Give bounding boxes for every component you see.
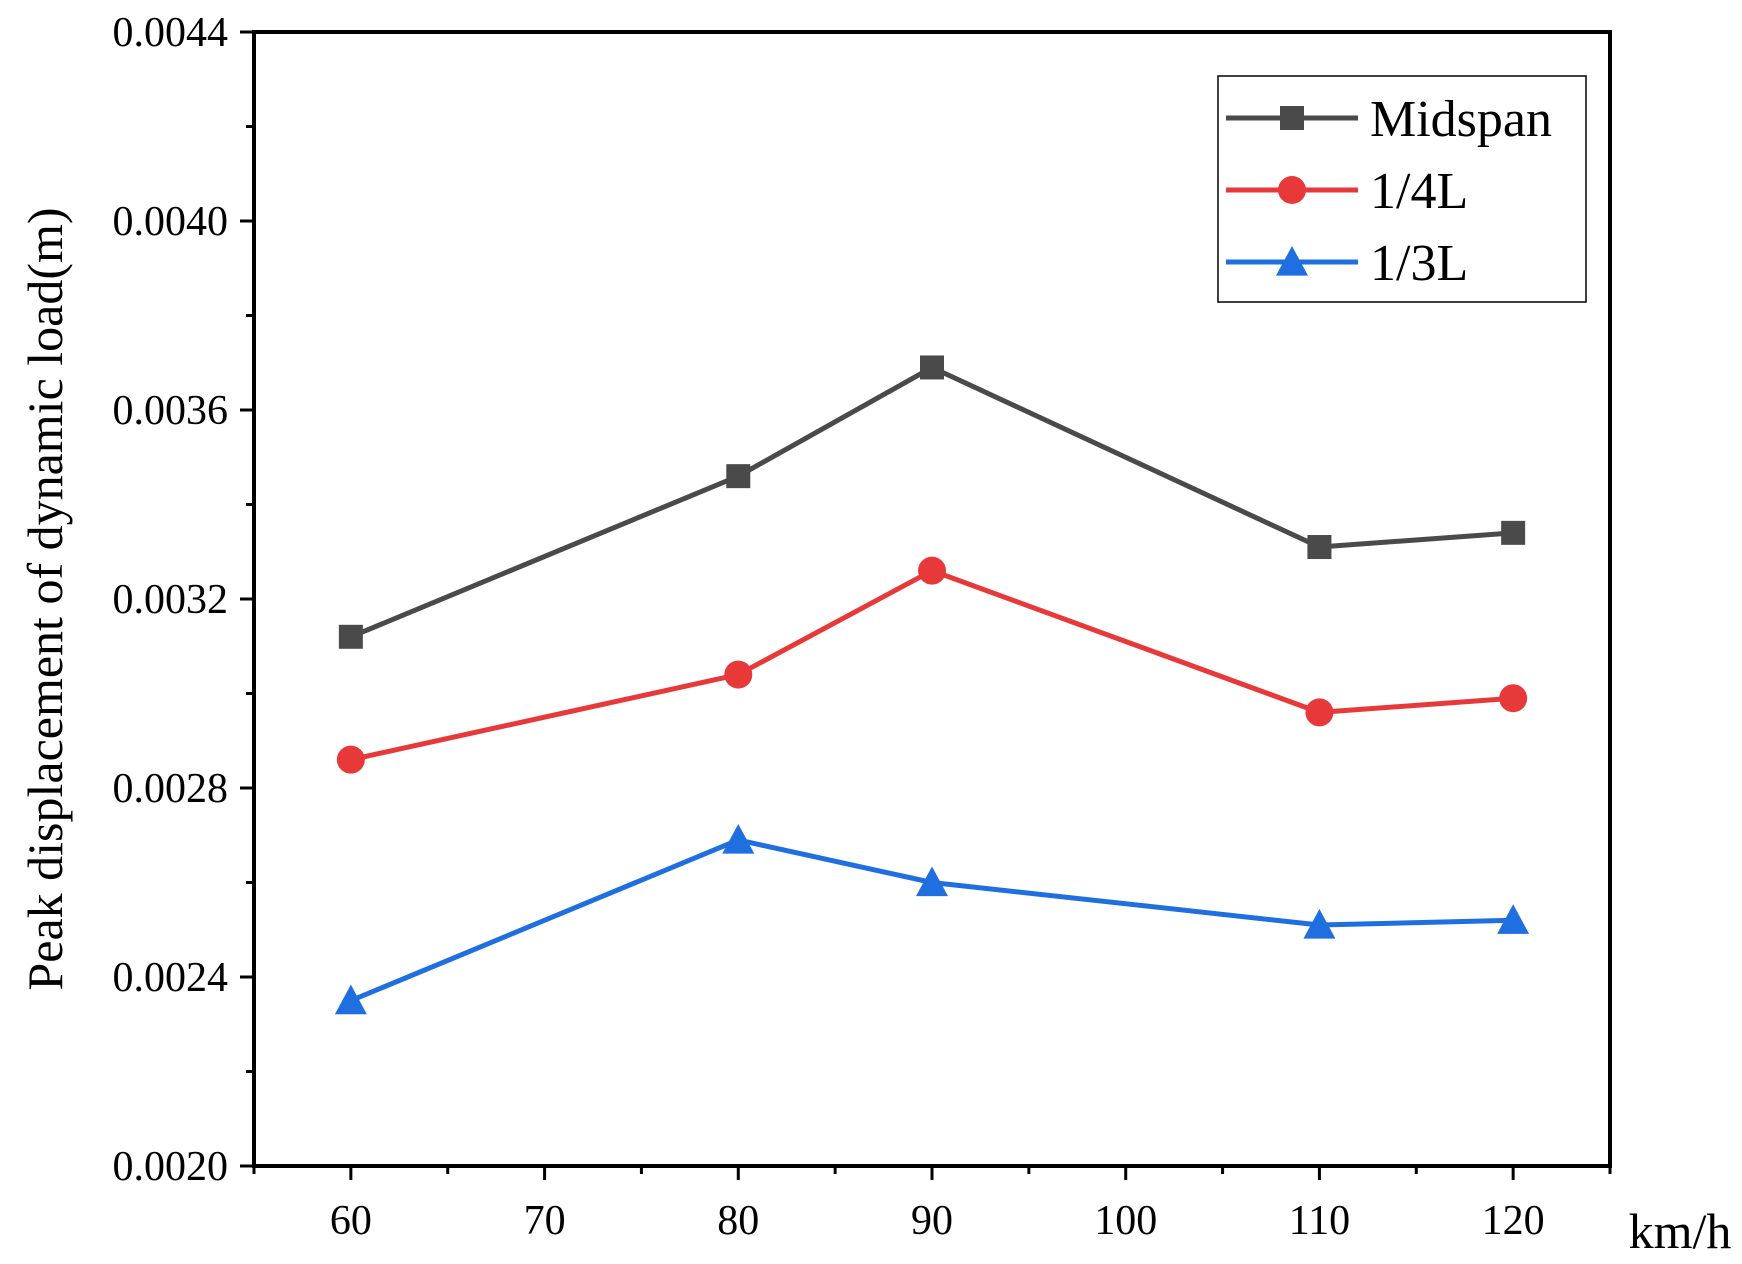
x-axis-title: km/h — [1629, 1203, 1732, 1259]
legend-marker — [1276, 246, 1308, 276]
x-tick-label: 100 — [1094, 1198, 1157, 1244]
legend: Midspan 1/4L 1/3L — [1217, 75, 1587, 303]
y-tick-label: 0.0020 — [113, 1144, 229, 1190]
y-tick-label: 0.0040 — [113, 199, 229, 245]
y-tick-label: 0.0032 — [113, 577, 229, 623]
legend-marker — [1278, 176, 1306, 204]
data-point — [1497, 904, 1530, 934]
series-1-4l — [336, 556, 1528, 774]
x-tick-label: 80 — [717, 1198, 759, 1244]
legend-label: Midspan — [1370, 91, 1552, 148]
x-tick-label: 120 — [1482, 1198, 1545, 1244]
y-tick-label: 0.0028 — [113, 766, 229, 812]
data-point — [334, 984, 367, 1015]
x-tick-label: 60 — [330, 1198, 372, 1244]
y-tick-label: 0.0036 — [113, 388, 229, 434]
data-point — [722, 823, 755, 854]
data-point — [1305, 698, 1334, 727]
series-line — [349, 837, 1514, 1003]
data-point — [920, 355, 944, 380]
data-point — [338, 624, 363, 649]
data-point — [336, 745, 365, 774]
data-point — [1499, 684, 1528, 713]
data-point — [916, 866, 948, 897]
y-tick-label: 0.0044 — [113, 10, 229, 56]
series-midspan — [338, 355, 1526, 649]
data-point — [1307, 535, 1332, 560]
series-1-3l — [334, 823, 1530, 1015]
series-line — [349, 364, 1514, 640]
legend-label: 1/4L — [1370, 163, 1468, 220]
data-point — [726, 464, 751, 489]
data-point — [1303, 909, 1336, 939]
legend-label: 1/3L — [1370, 235, 1468, 292]
y-axis-title: Peak displacement of dynamic load(m) — [17, 207, 73, 990]
data-point — [724, 660, 753, 689]
axis-layer: 60 70 80 90 100 110 120 0.0020 0.0024 0.0028 0.003… — [113, 10, 1612, 1244]
x-tick-label: 110 — [1289, 1198, 1350, 1244]
x-tick-label: 70 — [524, 1198, 566, 1244]
legend-marker — [1280, 106, 1304, 130]
y-tick-label: 0.0024 — [113, 955, 229, 1001]
series-layer — [334, 355, 1530, 1015]
x-tick-label: 90 — [911, 1198, 953, 1244]
data-point — [918, 556, 946, 585]
data-point — [1501, 520, 1526, 545]
series-line — [350, 568, 1514, 763]
